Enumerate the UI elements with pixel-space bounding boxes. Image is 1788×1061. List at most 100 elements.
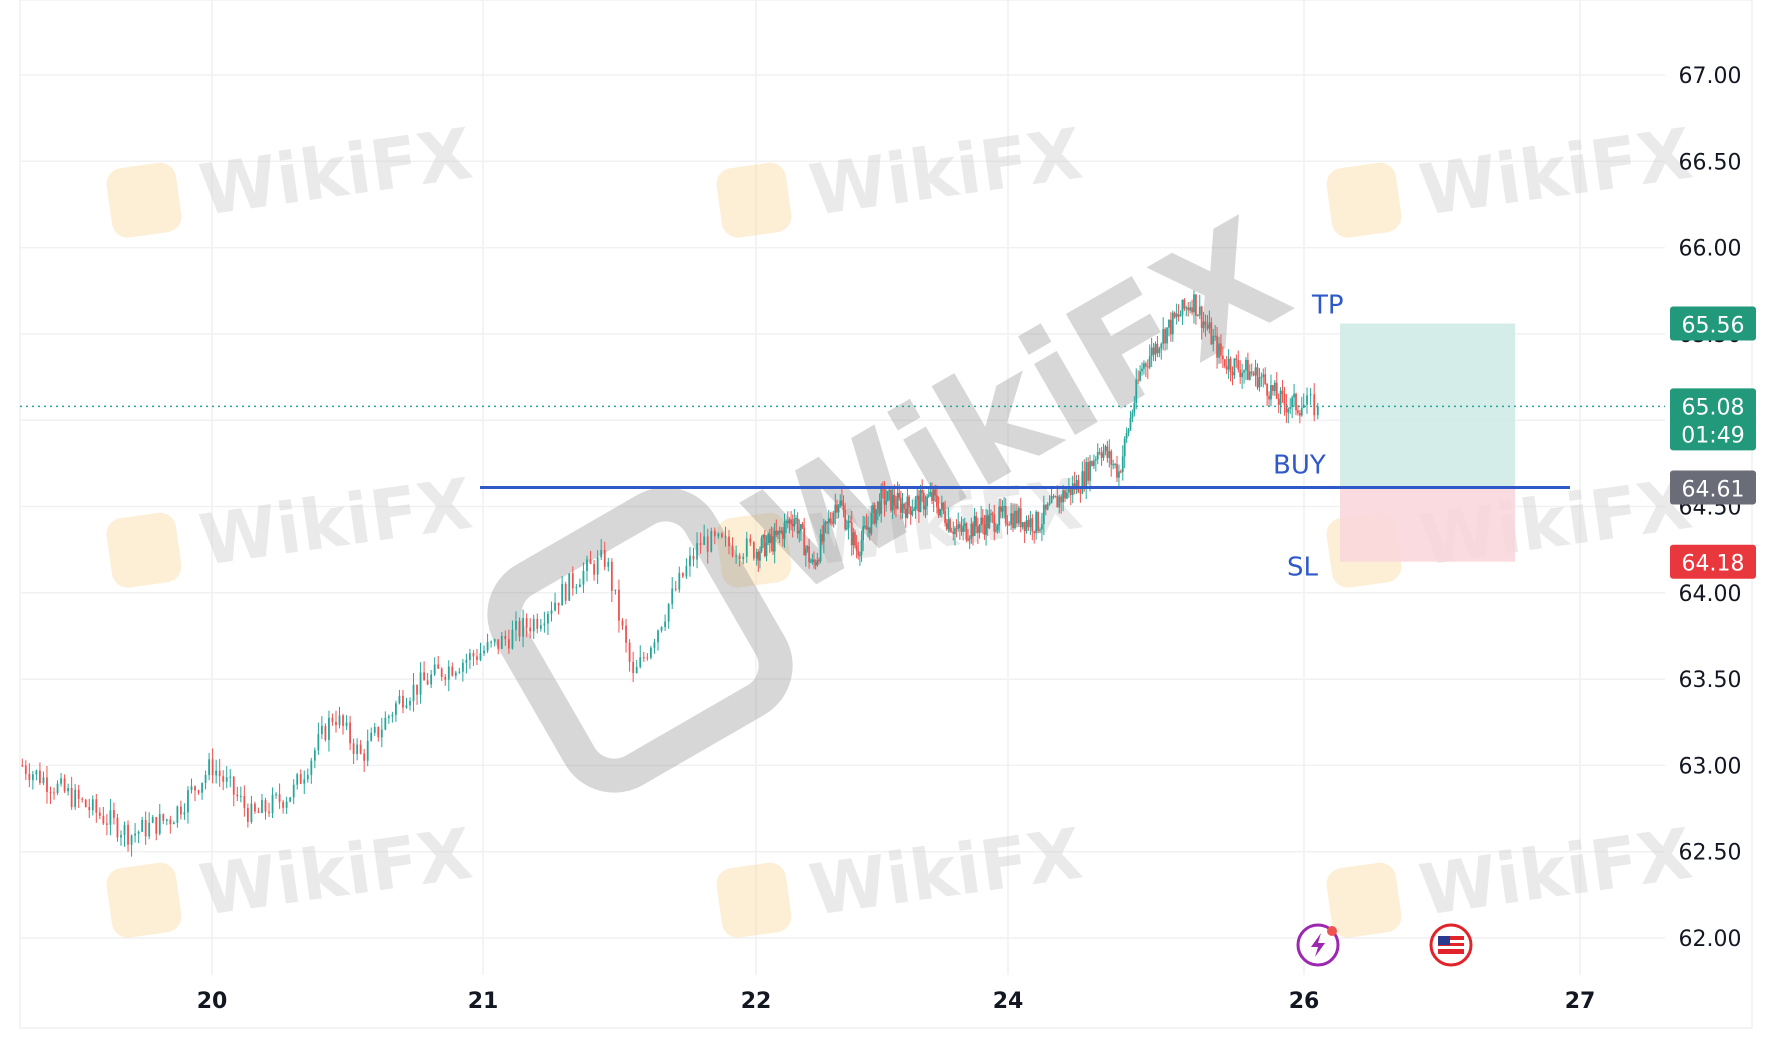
candle-body xyxy=(268,811,270,814)
candle-body xyxy=(440,668,443,678)
candle-body xyxy=(749,538,752,543)
candle-body xyxy=(791,523,794,527)
candle-body xyxy=(806,546,809,549)
candle-body xyxy=(762,534,765,539)
candle-body xyxy=(130,835,133,845)
candle-body xyxy=(1127,429,1130,434)
tp-price-tag-text: 65.56 xyxy=(1682,314,1745,339)
candle-body xyxy=(1137,379,1140,381)
x-tick-label: 21 xyxy=(468,989,499,1014)
candle-body xyxy=(1010,513,1013,525)
candle-body xyxy=(141,820,144,832)
candle-body xyxy=(21,765,24,767)
candle-body xyxy=(703,536,706,546)
candle-body xyxy=(763,534,766,557)
candle-body xyxy=(1202,321,1205,329)
candle-body xyxy=(109,810,112,825)
icon-layer[interactable] xyxy=(1296,923,1473,967)
take-profit-zone[interactable] xyxy=(1340,323,1515,488)
candle-body xyxy=(225,777,228,782)
candle-body xyxy=(1225,366,1228,370)
last-price-tag: 65.08 01:49 xyxy=(1670,388,1756,451)
candle-body xyxy=(954,528,956,535)
buy-label: BUY xyxy=(1273,451,1326,481)
candle-body xyxy=(296,774,299,785)
candle-body xyxy=(671,588,674,605)
candle-body xyxy=(42,777,45,784)
candle-body xyxy=(1031,518,1034,532)
candle-body xyxy=(1069,486,1072,496)
candle-body xyxy=(896,493,899,509)
candle-body xyxy=(271,794,274,814)
candle-body xyxy=(458,671,461,673)
candle-body xyxy=(628,642,631,662)
candle-body xyxy=(1216,335,1218,358)
stop-loss-zone[interactable] xyxy=(1340,487,1515,562)
candle-body xyxy=(706,536,709,552)
candle-body xyxy=(837,505,840,513)
candle-body xyxy=(1200,306,1203,329)
candle-body xyxy=(632,661,635,674)
lightning-icon[interactable] xyxy=(1296,923,1340,967)
candle-body xyxy=(317,734,320,751)
candle-body xyxy=(211,759,214,776)
candle-body xyxy=(696,543,698,560)
candle-body xyxy=(621,620,624,626)
candle-body xyxy=(127,824,129,845)
candle-body xyxy=(757,551,760,561)
candle-body xyxy=(826,521,829,524)
candle-body xyxy=(60,778,62,784)
candle-body xyxy=(836,504,838,513)
candle-body xyxy=(194,786,196,791)
candle-body xyxy=(486,642,489,651)
position-zone-layer[interactable] xyxy=(1340,323,1515,562)
candle-body xyxy=(1287,408,1290,413)
candle-body xyxy=(180,806,182,815)
candle-body xyxy=(878,501,881,514)
candle-body xyxy=(1256,367,1259,388)
x-tick-label: 22 xyxy=(741,989,772,1014)
candle-body xyxy=(780,530,783,533)
candle-body xyxy=(1245,359,1247,371)
candle-body xyxy=(254,803,256,812)
candle-body xyxy=(1125,433,1128,439)
candle-body xyxy=(454,672,457,676)
candle-body xyxy=(788,519,791,524)
candle-body xyxy=(917,495,920,513)
candle-body xyxy=(105,823,108,825)
candle-body xyxy=(1223,359,1226,367)
last-price-tag-background xyxy=(1670,388,1756,451)
candle-body xyxy=(1221,355,1224,360)
candle-body xyxy=(795,518,797,520)
candle-body xyxy=(937,507,940,516)
candle-body xyxy=(603,549,606,567)
candle-body xyxy=(607,561,610,567)
candle-body xyxy=(1291,397,1294,408)
candle-body xyxy=(1046,504,1049,510)
candle-body xyxy=(840,500,843,506)
candle-body xyxy=(801,524,804,528)
candle-body xyxy=(1297,410,1299,413)
candle-body xyxy=(1220,343,1222,356)
us-flag-icon[interactable] xyxy=(1429,923,1473,967)
candle-body xyxy=(963,523,966,526)
candle-body xyxy=(767,533,770,543)
candle-body xyxy=(819,534,822,562)
candle-body xyxy=(1171,312,1174,335)
y-tick-label: 64.00 xyxy=(1679,582,1742,607)
candle-body xyxy=(384,717,387,730)
y-tick-label: 67.00 xyxy=(1679,64,1742,89)
candle-body xyxy=(1129,417,1132,430)
candle-body xyxy=(74,789,77,807)
candle-body xyxy=(405,705,408,708)
candle-body xyxy=(1293,393,1295,398)
watermark-badge-icon xyxy=(1326,862,1402,938)
candle-body xyxy=(899,497,902,513)
candle-body xyxy=(1087,462,1090,481)
candle-body xyxy=(1279,390,1282,405)
candle-body xyxy=(299,774,302,784)
candle-body xyxy=(81,798,84,800)
candle-body xyxy=(1237,360,1240,370)
